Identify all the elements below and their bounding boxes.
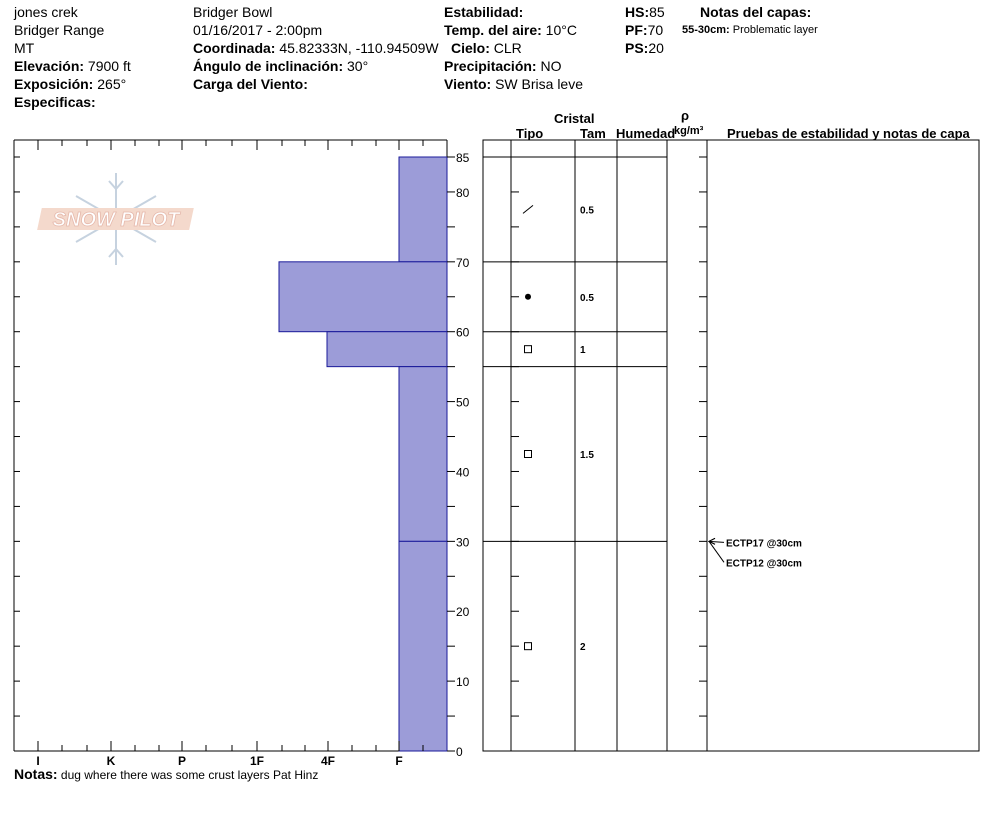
sky-value: CLR [493, 40, 522, 56]
notes-label: Notas: [14, 766, 58, 782]
precip-label: Precipitación: [444, 58, 537, 74]
col-moisture: Humedad [616, 126, 676, 141]
ytick-label-80: 80 [456, 186, 470, 200]
layer-note-text: Problematic layer [732, 24, 818, 36]
notes-text: dug where there was some crust layers Pa… [60, 768, 319, 782]
hardness-label-I: I [36, 754, 39, 768]
air-temp-value: 10°C [545, 22, 577, 38]
grain-size-3: 1.5 [580, 450, 594, 461]
test-pointer-0 [708, 540, 725, 543]
hardness-bar-1 [278, 261, 448, 333]
hardness-label-P: P [178, 754, 186, 768]
wind-load-label: Carga del Viento: [193, 76, 308, 92]
test-label-0: ECTP17 @30cm [726, 538, 802, 549]
hardness-label-K: K [107, 754, 116, 768]
hardness-bar-3 [398, 366, 448, 542]
col-density-unit: kg/m³ [674, 125, 704, 137]
ps-value: 20 [648, 40, 664, 56]
slope-value: 30° [347, 58, 369, 74]
col-crystal: Cristal [554, 111, 595, 126]
sky-label: Cielo: [451, 40, 490, 56]
grain-symbol-2 [524, 345, 532, 354]
col-size: Tam [580, 126, 606, 141]
snowpilot-logo: SNOW PILOT [37, 173, 194, 265]
coordinates: Coordinada: 45.82333N, -110.94509W [193, 40, 439, 57]
notes: Notas: dug where there was some crust la… [14, 766, 318, 784]
sky: Cielo: CLR [451, 40, 522, 57]
col-rho: ρ [681, 108, 690, 123]
ytick-label-50: 50 [456, 396, 470, 410]
area-name: Bridger Bowl [193, 4, 273, 20]
coord-value: 45.82333N, -110.94509W [279, 40, 439, 56]
ytick-label-0: 0 [456, 745, 463, 759]
wind-label: Viento: [444, 76, 492, 92]
ytick-label-60: 60 [456, 326, 470, 340]
precipitation: Precipitación: NO [444, 58, 561, 75]
pf: PF:70 [625, 22, 663, 39]
layer-note-range: 55-30cm: [682, 24, 730, 36]
test-arrow-1 [707, 537, 716, 545]
hs: HS:85 [625, 4, 665, 21]
location-name: jones crek [14, 4, 78, 20]
air-temp: Temp. del aire: 10°C [444, 22, 577, 39]
ytick-label-10: 10 [456, 675, 470, 689]
ytick-label-30: 30 [456, 535, 470, 549]
slope: Ángulo de inclinación: 30° [193, 58, 368, 75]
hardness-bar-4 [398, 540, 448, 752]
layer-note: 55-30cm: Problematic layer [682, 24, 818, 36]
ps-label: PS: [625, 40, 649, 56]
test-pointer-1 [708, 541, 725, 563]
grain-symbol-1 [525, 293, 531, 300]
grain-size-1: 0.5 [580, 293, 594, 304]
wind-value: SW Brisa leve [495, 76, 584, 92]
air-temp-label: Temp. del aire: [444, 22, 542, 38]
specifics-label: Especificas: [14, 94, 96, 110]
ytick-label-40: 40 [456, 465, 470, 479]
grain-size-0: 0.5 [580, 205, 594, 216]
elevation-label: Elevación: [14, 58, 85, 74]
grain-size-4: 2 [580, 642, 586, 653]
hardness-label-1F: 1F [250, 754, 264, 768]
logo-text: SNOW PILOT [53, 209, 181, 231]
col-tests: Pruebas de estabilidad y notas de capa [727, 126, 970, 141]
ytick-label-85: 85 [456, 151, 470, 165]
hardness-bar-2 [326, 331, 448, 368]
hardness-label-4F: 4F [321, 754, 335, 768]
right-frame [482, 139, 980, 752]
hs-label: HS: [625, 4, 650, 20]
col-type: Tipo [516, 126, 544, 141]
grain-symbol-0 [522, 205, 534, 214]
ytick-label-70: 70 [456, 256, 470, 270]
elevation-value: 7900 ft [87, 58, 131, 74]
elevation: Elevación: 7900 ft [14, 58, 131, 75]
datetime: 01/16/2017 - 2:00pm [193, 22, 323, 38]
aspect-label: Exposición: [14, 76, 94, 92]
hardness-bar-0 [398, 156, 448, 263]
pf-label: PF: [625, 22, 648, 38]
aspect-value: 265° [97, 76, 127, 92]
ytick-label-20: 20 [456, 605, 470, 619]
range-name: Bridger Range [14, 22, 105, 38]
slope-label: Ángulo de inclinación: [193, 58, 344, 74]
test-label-1: ECTP12 @30cm [726, 558, 802, 569]
grain-symbol-3 [524, 450, 532, 458]
state-name: MT [14, 40, 35, 56]
grain-size-2: 1 [580, 345, 586, 356]
grain-symbol-4 [524, 642, 532, 651]
hardness-label-F: F [395, 754, 402, 768]
coord-label: Coordinada: [193, 40, 276, 56]
wind: Viento: SW Brisa leve [444, 76, 583, 93]
precip-value: NO [540, 58, 562, 74]
ps: PS:20 [625, 40, 664, 57]
layer-notes-label: Notas del capas: [700, 4, 812, 20]
aspect: Exposición: 265° [14, 76, 126, 93]
hs-value: 85 [649, 4, 665, 20]
pf-value: 70 [647, 22, 664, 38]
stability-label: Estabilidad: [444, 4, 524, 20]
